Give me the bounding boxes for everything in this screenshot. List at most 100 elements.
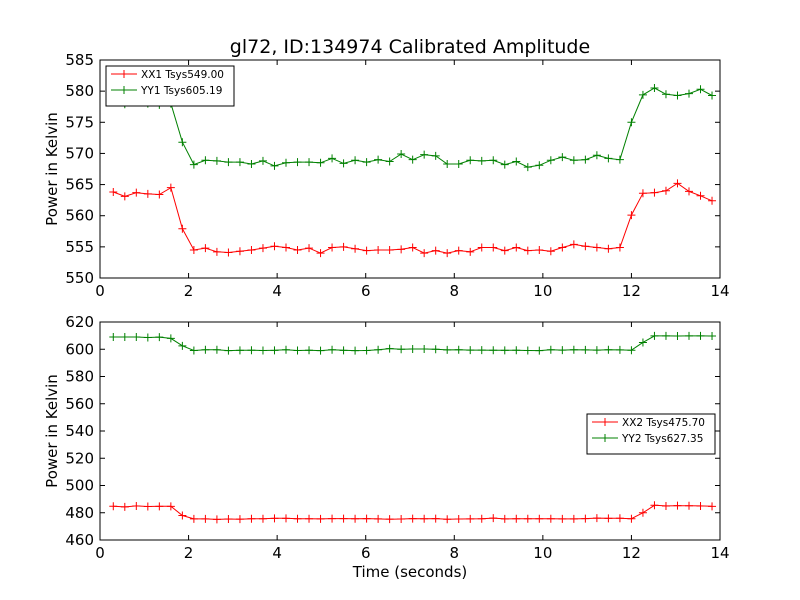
data-point bbox=[512, 157, 521, 166]
data-point bbox=[385, 515, 394, 524]
data-point bbox=[408, 344, 417, 353]
data-point bbox=[212, 247, 221, 256]
data-point bbox=[546, 247, 555, 256]
data-point bbox=[362, 158, 371, 167]
y-tick-label: 560 bbox=[65, 395, 94, 413]
chart-title: gl72, ID:134974 Calibrated Amplitude bbox=[230, 36, 590, 58]
data-point bbox=[489, 346, 498, 355]
data-point bbox=[627, 118, 636, 127]
data-point bbox=[201, 156, 210, 165]
data-point bbox=[282, 345, 290, 354]
data-point bbox=[431, 514, 440, 523]
x-tick-label: 2 bbox=[184, 544, 194, 562]
data-point bbox=[258, 346, 267, 355]
data-point bbox=[212, 345, 221, 354]
legend-label: YY2 Tsys627.35 bbox=[621, 433, 703, 445]
y-tick-label: 550 bbox=[65, 269, 94, 287]
data-point bbox=[224, 158, 233, 167]
data-point bbox=[431, 151, 440, 160]
y-tick-label: 585 bbox=[65, 51, 94, 69]
data-point bbox=[592, 243, 601, 252]
data-point bbox=[109, 332, 118, 341]
legend-marker bbox=[601, 434, 609, 442]
x-tick-label: 12 bbox=[622, 282, 641, 300]
data-point bbox=[569, 514, 578, 523]
data-point bbox=[212, 156, 221, 165]
y-tick-label: 560 bbox=[65, 207, 94, 225]
y-tick-label: 520 bbox=[65, 449, 94, 467]
data-point bbox=[374, 345, 383, 354]
data-point bbox=[247, 160, 256, 169]
legend-box bbox=[105, 65, 235, 107]
x-tick-label: 4 bbox=[272, 282, 282, 300]
data-point bbox=[489, 243, 498, 252]
data-point bbox=[500, 160, 509, 169]
data-point bbox=[558, 346, 567, 355]
data-point bbox=[615, 243, 624, 252]
data-point bbox=[661, 501, 670, 510]
data-point bbox=[224, 346, 233, 355]
data-point bbox=[685, 331, 693, 340]
data-point bbox=[328, 243, 337, 252]
data-point bbox=[385, 344, 394, 353]
data-point bbox=[523, 514, 532, 523]
data-point bbox=[397, 345, 406, 354]
data-point bbox=[328, 514, 337, 523]
data-point bbox=[558, 243, 567, 252]
data-point bbox=[558, 514, 567, 523]
data-point bbox=[708, 91, 717, 100]
data-point bbox=[500, 246, 509, 255]
data-point bbox=[489, 156, 498, 165]
data-point bbox=[454, 345, 463, 354]
data-point bbox=[189, 346, 198, 355]
data-point bbox=[235, 247, 244, 256]
x-tick-label: 8 bbox=[450, 544, 460, 562]
data-point bbox=[500, 514, 509, 523]
legend-marker bbox=[120, 70, 128, 78]
data-point bbox=[339, 242, 348, 251]
data-point bbox=[282, 514, 290, 523]
data-point bbox=[374, 155, 383, 164]
data-point bbox=[604, 244, 613, 253]
data-point bbox=[443, 160, 452, 169]
data-point bbox=[397, 515, 406, 524]
data-point bbox=[408, 514, 417, 523]
x-tick-label: 14 bbox=[710, 544, 729, 562]
data-point bbox=[420, 150, 429, 159]
data-point bbox=[178, 138, 187, 147]
data-point bbox=[569, 156, 578, 165]
data-point bbox=[535, 514, 544, 523]
data-point bbox=[650, 84, 659, 93]
legend-label: YY1 Tsys605.19 bbox=[140, 85, 222, 97]
y-tick-label: 460 bbox=[65, 531, 94, 549]
data-point bbox=[627, 514, 636, 523]
data-point bbox=[512, 514, 521, 523]
data-point bbox=[282, 158, 290, 167]
data-point bbox=[109, 188, 118, 197]
data-point bbox=[696, 331, 705, 340]
y-tick-label: 480 bbox=[65, 504, 94, 522]
data-point bbox=[546, 156, 555, 165]
data-point bbox=[224, 248, 233, 257]
x-tick-label: 6 bbox=[361, 544, 371, 562]
data-point bbox=[420, 249, 429, 258]
y-tick-label: 540 bbox=[65, 422, 94, 440]
data-point bbox=[581, 242, 590, 251]
data-point bbox=[569, 240, 578, 249]
data-point bbox=[454, 515, 463, 524]
y-tick-label: 580 bbox=[65, 368, 94, 386]
y-tick-label: 580 bbox=[65, 82, 94, 100]
data-point bbox=[351, 346, 360, 355]
data-point bbox=[454, 246, 463, 255]
data-point bbox=[535, 161, 544, 170]
data-point bbox=[235, 346, 244, 355]
data-point bbox=[362, 246, 371, 255]
data-point bbox=[143, 333, 152, 342]
x-tick-label: 0 bbox=[95, 282, 105, 300]
x-tick-label: 12 bbox=[622, 544, 641, 562]
x-tick-label: 8 bbox=[450, 282, 460, 300]
data-point bbox=[604, 345, 613, 354]
data-point bbox=[270, 242, 279, 251]
data-point bbox=[558, 153, 567, 162]
